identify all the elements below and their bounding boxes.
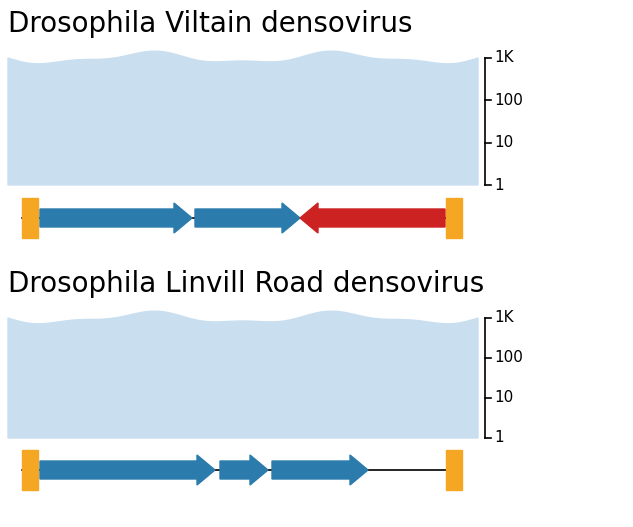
Text: 1K: 1K [494,51,513,65]
FancyArrow shape [40,203,192,233]
Text: Drosophila Linvill Road densovirus: Drosophila Linvill Road densovirus [8,270,484,298]
Bar [22,198,38,238]
FancyArrow shape [272,455,368,485]
Text: 1: 1 [494,178,504,192]
FancyArrow shape [300,203,445,233]
FancyArrow shape [220,455,268,485]
FancyArrow shape [40,455,215,485]
Polygon shape [8,311,478,438]
Text: 100: 100 [494,93,523,108]
Bar [22,450,38,490]
Text: 100: 100 [494,350,523,366]
Polygon shape [8,51,478,185]
Text: 1K: 1K [494,310,513,326]
Text: 10: 10 [494,135,513,150]
Text: Drosophila Viltain densovirus: Drosophila Viltain densovirus [8,10,413,38]
Text: 1: 1 [494,431,504,445]
Text: 10: 10 [494,391,513,405]
Bar [446,198,462,238]
FancyArrow shape [195,203,300,233]
Bar [446,450,462,490]
